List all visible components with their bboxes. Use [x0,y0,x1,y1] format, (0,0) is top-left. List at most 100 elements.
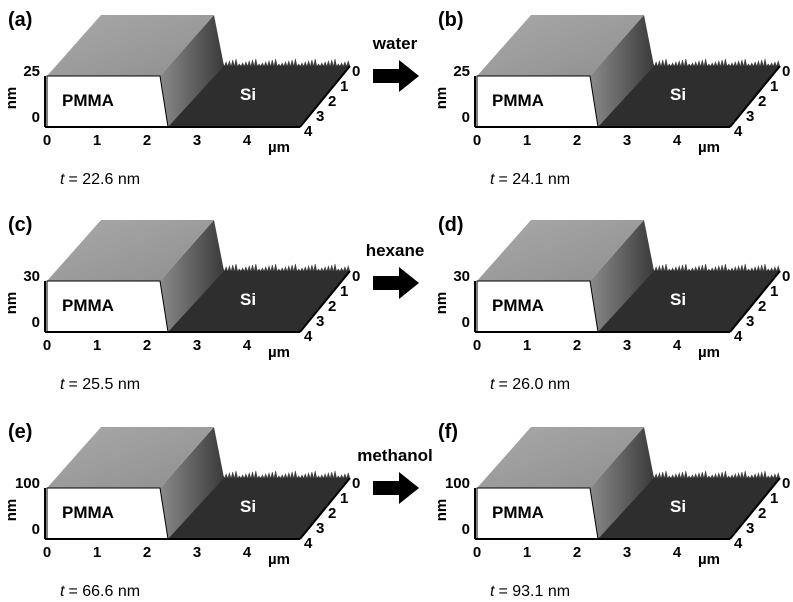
y-tick-label: 4 [734,123,743,140]
si-roughness [218,59,350,66]
x-tick-label: 4 [673,544,682,561]
x-tick-label: 2 [143,544,151,561]
y-tick-label: 0 [352,63,360,80]
z-axis-unit: nm [3,87,20,110]
x-tick-label: 1 [523,337,531,354]
xy-unit: µm [268,139,290,156]
afm-panel: (e)1000nm01234µm01234PMMASit= 66.6 nm [3,421,360,597]
y-tick-label: 0 [782,475,790,492]
z-tick-label: 100 [445,475,470,492]
x-tick-label: 0 [473,337,481,354]
caption-variable: t [490,171,495,188]
solvent-arrow: methanol [357,446,433,504]
y-tick-label: 4 [304,328,313,345]
y-tick-label: 2 [328,505,336,522]
y-tick-label: 0 [782,268,790,285]
x-tick-label: 0 [43,337,51,354]
caption-value: = 93.1 nm [498,583,570,597]
caption-value: = 24.1 nm [498,171,570,188]
caption-variable: t [490,583,495,597]
y-tick-label: 2 [758,298,766,315]
y-tick-label: 2 [758,505,766,522]
page: { "panels": [ {"label": "(a)", "z_ticks"… [0,0,793,597]
material-label: PMMA [62,91,114,110]
panel-label: (e) [8,421,32,443]
x-tick-label: 1 [93,544,101,561]
si-roughness [218,264,350,271]
y-tick-label: 3 [316,108,324,125]
x-tick-label: 4 [243,337,252,354]
x-tick-label: 4 [243,132,252,149]
xy-unit: µm [698,551,720,568]
z-tick-label: 0 [462,109,470,126]
y-tick-label: 1 [340,283,348,300]
panel-label: (a) [8,9,32,31]
x-tick-label: 3 [193,132,201,149]
y-tick-label: 0 [352,475,360,492]
thickness-caption: t= 24.1 nm [490,171,570,188]
panel-label: (c) [8,214,32,236]
afm-panel: (b)250nm01234µm01234PMMASit= 24.1 nm [433,9,790,188]
arrow-shape [373,472,419,504]
x-tick-label: 3 [623,544,631,561]
panel-label: (b) [438,9,464,31]
substrate-label: Si [240,497,256,516]
z-tick-label: 30 [453,268,470,285]
thickness-caption: t= 26.0 nm [490,376,570,393]
x-tick-label: 3 [623,337,631,354]
x-tick-label: 3 [193,544,201,561]
z-tick-label: 0 [32,314,40,331]
figure: (a)250nm01234µm01234PMMASit= 22.6 nm(b)2… [0,0,793,597]
y-tick-label: 4 [734,328,743,345]
x-tick-label: 0 [473,132,481,149]
z-tick-label: 30 [23,268,40,285]
z-tick-label: 0 [32,109,40,126]
x-tick-label: 2 [573,544,581,561]
y-tick-label: 2 [758,93,766,110]
y-tick-label: 1 [770,283,778,300]
xy-unit: µm [268,344,290,361]
xy-unit: µm [698,344,720,361]
afm-panel: (f)1000nm01234µm01234PMMASit= 93.1 nm [433,421,790,597]
z-axis-unit: nm [3,499,20,522]
si-roughness [648,264,780,271]
thickness-caption: t= 93.1 nm [490,583,570,597]
x-tick-label: 2 [143,337,151,354]
x-tick-label: 0 [43,132,51,149]
x-tick-label: 3 [623,132,631,149]
material-label: PMMA [62,503,114,522]
y-tick-label: 3 [746,108,754,125]
z-tick-label: 0 [32,521,40,538]
x-tick-label: 1 [93,132,101,149]
y-tick-label: 2 [328,93,336,110]
solvent-label: methanol [357,446,433,465]
x-tick-label: 4 [673,132,682,149]
z-tick-label: 0 [462,314,470,331]
panel-label: (f) [438,421,458,443]
caption-value: = 22.6 nm [68,171,140,188]
xy-unit: µm [698,139,720,156]
z-tick-label: 25 [23,63,40,80]
x-tick-label: 4 [243,544,252,561]
caption-value: = 26.0 nm [498,376,570,393]
y-tick-label: 0 [782,63,790,80]
caption-variable: t [60,376,65,393]
x-tick-label: 0 [43,544,51,561]
material-label: PMMA [62,296,114,315]
arrow-shape [373,267,419,299]
substrate-label: Si [670,290,686,309]
x-tick-label: 2 [143,132,151,149]
y-tick-label: 0 [352,268,360,285]
solvent-label: water [372,34,418,53]
y-tick-label: 1 [770,490,778,507]
thickness-caption: t= 25.5 nm [60,376,140,393]
y-tick-label: 1 [770,78,778,95]
material-label: PMMA [492,91,544,110]
z-axis-unit: nm [3,292,20,315]
y-tick-label: 2 [328,298,336,315]
x-tick-label: 4 [673,337,682,354]
caption-variable: t [60,583,65,597]
x-tick-label: 1 [523,132,531,149]
y-tick-label: 4 [734,535,743,552]
